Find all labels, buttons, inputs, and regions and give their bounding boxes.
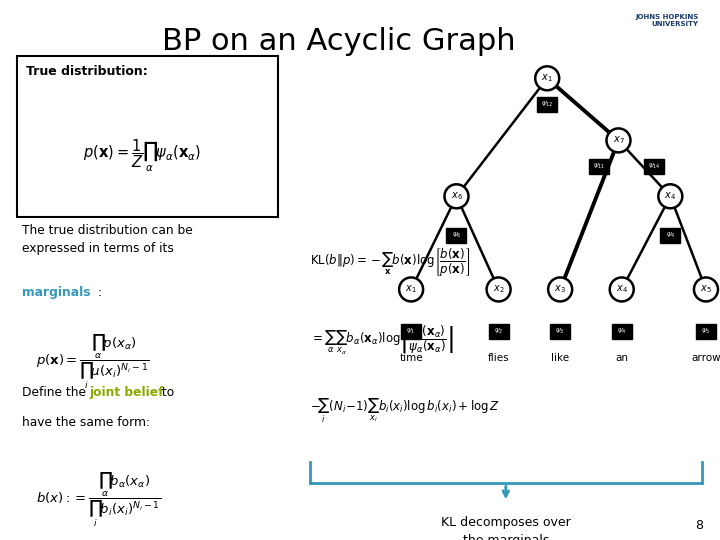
Text: $\psi_3$: $\psi_3$ <box>556 327 564 336</box>
Text: $x_4$: $x_4$ <box>616 284 628 295</box>
Text: $\psi_{12}$: $\psi_{12}$ <box>541 100 554 109</box>
Text: $= \sum_{\alpha}\sum_{x_{\alpha}} b_{\alpha}(\mathbf{x}_{\alpha})\log\!\left|\df: $= \sum_{\alpha}\sum_{x_{\alpha}} b_{\al… <box>310 324 454 357</box>
Text: an: an <box>615 353 629 363</box>
Text: $\psi_1$: $\psi_1$ <box>407 327 415 336</box>
Circle shape <box>487 278 510 301</box>
Text: BP on an Acyclic Graph: BP on an Acyclic Graph <box>161 27 516 56</box>
Text: $x_1$: $x_1$ <box>405 284 417 295</box>
Text: $x_6$: $x_6$ <box>451 191 462 202</box>
FancyBboxPatch shape <box>550 324 570 339</box>
Circle shape <box>606 129 631 152</box>
FancyBboxPatch shape <box>489 324 508 339</box>
Text: $\psi_{11}$: $\psi_{11}$ <box>593 162 606 171</box>
Text: marginals: marginals <box>22 286 90 299</box>
Text: $x_1$: $x_1$ <box>541 72 553 84</box>
FancyBboxPatch shape <box>537 97 557 112</box>
Text: $\psi_4$: $\psi_4$ <box>617 327 626 336</box>
Circle shape <box>399 278 423 301</box>
FancyBboxPatch shape <box>696 324 716 339</box>
Text: $x_5$: $x_5$ <box>700 284 712 295</box>
Text: $\psi_5$: $\psi_5$ <box>701 327 711 336</box>
Circle shape <box>444 184 469 208</box>
Text: The true distribution can be
expressed in terms of its: The true distribution can be expressed i… <box>22 224 192 255</box>
Text: arrow: arrow <box>691 353 720 363</box>
Text: $p(\mathbf{x}) = \dfrac{\prod_{\alpha} p(x_{\alpha})}{\prod_i \mu(x_i)^{N_i-1}}$: $p(\mathbf{x}) = \dfrac{\prod_{\alpha} p… <box>36 332 149 391</box>
Text: $p(\mathbf{x}) = \dfrac{1}{Z}\prod_{\alpha}\psi_{\alpha}(\mathbf{x}_{\alpha})$: $p(\mathbf{x}) = \dfrac{1}{Z}\prod_{\alp… <box>84 137 202 174</box>
Text: KL decomposes over
the marginals: KL decomposes over the marginals <box>441 516 571 540</box>
Text: $\mathrm{KL}(b\|p) = -\!\sum_{\mathbf{x}} b(\mathbf{x})\log\!\left[\dfrac{b(\mat: $\mathrm{KL}(b\|p) = -\!\sum_{\mathbf{x}… <box>310 246 470 278</box>
Text: $x_3$: $x_3$ <box>554 284 566 295</box>
Text: JOHNS HOPKINS
UNIVERSITY: JOHNS HOPKINS UNIVERSITY <box>635 14 698 27</box>
Text: $-\!\sum_i(N_i\!-\!1)\sum_{x_i}b_i(x_i)\log b_i(x_i) + \log Z$: $-\!\sum_i(N_i\!-\!1)\sum_{x_i}b_i(x_i)\… <box>310 397 500 425</box>
Circle shape <box>694 278 718 301</box>
FancyBboxPatch shape <box>644 159 664 174</box>
Text: $\psi_2$: $\psi_2$ <box>494 327 503 336</box>
Text: Define the: Define the <box>22 386 89 399</box>
Text: $x_2$: $x_2$ <box>492 284 505 295</box>
Circle shape <box>658 184 683 208</box>
FancyBboxPatch shape <box>17 56 278 217</box>
Circle shape <box>535 66 559 90</box>
Text: 8: 8 <box>696 519 703 532</box>
FancyBboxPatch shape <box>589 159 609 174</box>
FancyBboxPatch shape <box>446 227 467 242</box>
Text: $x_7$: $x_7$ <box>613 134 624 146</box>
Circle shape <box>548 278 572 301</box>
Text: joint belief: joint belief <box>89 386 163 399</box>
Text: $\psi_4$: $\psi_4$ <box>665 231 675 240</box>
Text: True distribution:: True distribution: <box>26 65 148 78</box>
Circle shape <box>610 278 634 301</box>
FancyBboxPatch shape <box>401 324 421 339</box>
Text: time: time <box>400 353 423 363</box>
Text: $\psi_{14}$: $\psi_{14}$ <box>648 162 660 171</box>
Text: like: like <box>551 353 570 363</box>
Text: have the same form:: have the same form: <box>22 416 150 429</box>
Text: to: to <box>158 386 174 399</box>
Text: $\psi_6$: $\psi_6$ <box>451 231 462 240</box>
Text: flies: flies <box>487 353 510 363</box>
Text: $x_4$: $x_4$ <box>665 191 676 202</box>
FancyBboxPatch shape <box>612 324 631 339</box>
Text: :: : <box>97 286 102 299</box>
FancyBboxPatch shape <box>660 227 680 242</box>
Text: $b(x) := \dfrac{\prod_{\alpha} b_{\alpha}(x_{\alpha})}{\prod_i b_i(x_i)^{N_i-1}}: $b(x) := \dfrac{\prod_{\alpha} b_{\alpha… <box>36 470 161 529</box>
